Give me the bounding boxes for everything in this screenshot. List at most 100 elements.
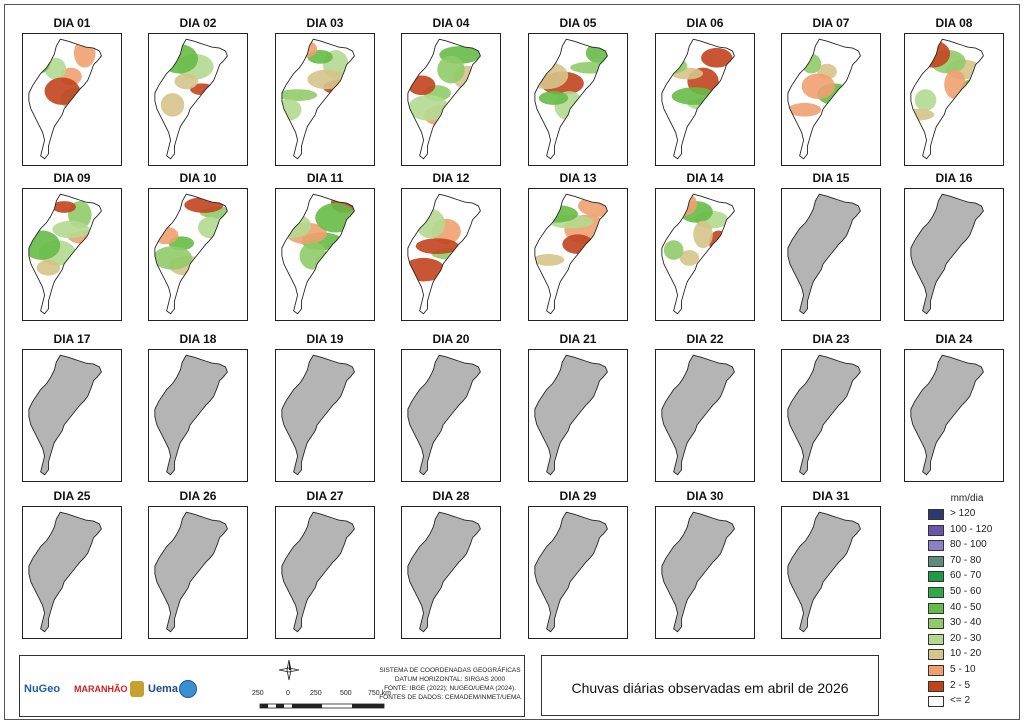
state-outline — [787, 194, 861, 314]
state-border — [154, 193, 228, 315]
legend-swatch — [928, 649, 944, 661]
state-border — [534, 354, 608, 476]
rainfall-blob — [315, 203, 355, 233]
rainfall-blob — [415, 238, 459, 255]
state-border — [910, 38, 984, 160]
day-label: DIA 01 — [53, 16, 91, 30]
rainfall-blob — [787, 102, 822, 117]
map-panel — [781, 188, 881, 321]
rainfall-blob — [160, 44, 198, 74]
state-outline — [28, 355, 102, 475]
state-border — [910, 354, 984, 476]
legend-label: > 120 — [950, 508, 976, 519]
state-outline — [28, 512, 102, 632]
rainfall-blob — [570, 100, 600, 127]
rainfall-blob — [914, 89, 937, 111]
info-box: NuGeo MARANHÃO Uema 250 0 250 500 750 km… — [19, 655, 525, 717]
rainfall-blob — [944, 69, 966, 100]
legend-item: <= 2 — [928, 695, 1014, 709]
legend-label: 80 - 100 — [950, 539, 987, 551]
state-border — [281, 193, 355, 315]
day-label: DIA 23 — [812, 332, 850, 346]
rainfall-blob — [671, 87, 717, 105]
map-panel — [22, 188, 122, 321]
state-map — [154, 38, 228, 160]
state-map — [534, 354, 608, 476]
map-panel — [528, 506, 628, 639]
day-label: DIA 22 — [686, 332, 724, 346]
state-outline — [154, 512, 228, 632]
rainfall-blob — [407, 257, 446, 282]
legend-item: 40 - 50 — [928, 602, 1014, 616]
state-border — [28, 354, 102, 476]
metadata-line: DATUM HORIZONTAL: SIRGAS 2000 — [394, 676, 506, 683]
legend-item: 70 - 80 — [928, 555, 1014, 569]
state-border — [407, 354, 481, 476]
legend: mm/dia > 120 100 - 120 80 - 100 70 - 80 60 -… — [922, 493, 1012, 715]
legend-label: 20 - 30 — [950, 632, 982, 644]
state-border — [787, 38, 861, 160]
day-label: DIA 07 — [812, 16, 850, 30]
day-label: DIA 17 — [53, 332, 91, 346]
rainfall-blob — [801, 73, 835, 100]
state-border — [28, 38, 102, 160]
state-border — [661, 193, 735, 315]
state-map — [407, 511, 481, 633]
map-panel — [22, 349, 122, 482]
map-panel — [655, 33, 755, 166]
state-border — [281, 38, 355, 160]
legend-swatch — [928, 509, 944, 520]
state-map — [407, 193, 481, 315]
state-border — [661, 38, 735, 160]
rainfall-blob — [299, 242, 327, 270]
map-panel — [528, 349, 628, 482]
rainfall-field — [154, 197, 228, 276]
state-border — [661, 511, 735, 633]
scale-label: 500 — [340, 690, 352, 697]
legend-label: 2 - 5 — [950, 679, 971, 691]
rainfall-blob — [663, 194, 698, 217]
state-map — [910, 354, 984, 476]
map-panel — [655, 349, 755, 482]
nugeo-logo: NuGeo — [24, 683, 61, 695]
day-label: DIA 08 — [935, 16, 973, 30]
state-border — [154, 511, 228, 633]
day-label: DIA 19 — [306, 332, 344, 346]
state-map — [28, 193, 102, 315]
rainfall-blob — [679, 250, 700, 266]
state-outline — [787, 512, 861, 632]
rainfall-blob — [562, 234, 594, 255]
map-panel — [528, 33, 628, 166]
legend-title: mm/dia — [950, 493, 984, 504]
state-outline — [787, 355, 861, 475]
day-label: DIA 21 — [559, 332, 597, 346]
legend-item: 2 - 5 — [928, 680, 1014, 694]
state-map — [281, 511, 355, 633]
state-outline — [154, 355, 228, 475]
state-border — [407, 511, 481, 633]
state-border — [787, 511, 861, 633]
state-border — [661, 354, 735, 476]
day-label: DIA 14 — [686, 171, 724, 185]
state-border — [910, 193, 984, 315]
rainfall-blob — [174, 73, 198, 90]
day-label: DIA 04 — [432, 16, 470, 30]
metadata-line: SISTEMA DE COORDENADAS GEOGRÁFICAS — [379, 667, 521, 674]
scale-label: 750 km — [368, 690, 391, 697]
rainfall-blob — [154, 44, 183, 58]
day-label: DIA 24 — [935, 332, 973, 346]
day-label: DIA 31 — [812, 489, 850, 503]
state-map — [787, 38, 861, 160]
rainfall-blob — [154, 246, 193, 270]
state-map — [661, 511, 735, 633]
metadata-line: FONTE: IBGE (2022); NUGEO/UEMA (2024). — [384, 685, 516, 692]
state-map — [910, 38, 984, 160]
title-box: Chuvas diárias observadas em abril de 20… — [541, 655, 879, 716]
state-outline — [407, 512, 481, 632]
state-map — [787, 193, 861, 315]
coat-of-arms-icon — [130, 681, 144, 697]
day-label: DIA 15 — [812, 171, 850, 185]
map-metadata: SISTEMA DE COORDENADAS GEOGRÁFICAS DATUM… — [375, 666, 525, 702]
state-map — [407, 354, 481, 476]
rainfall-blob — [701, 48, 733, 68]
